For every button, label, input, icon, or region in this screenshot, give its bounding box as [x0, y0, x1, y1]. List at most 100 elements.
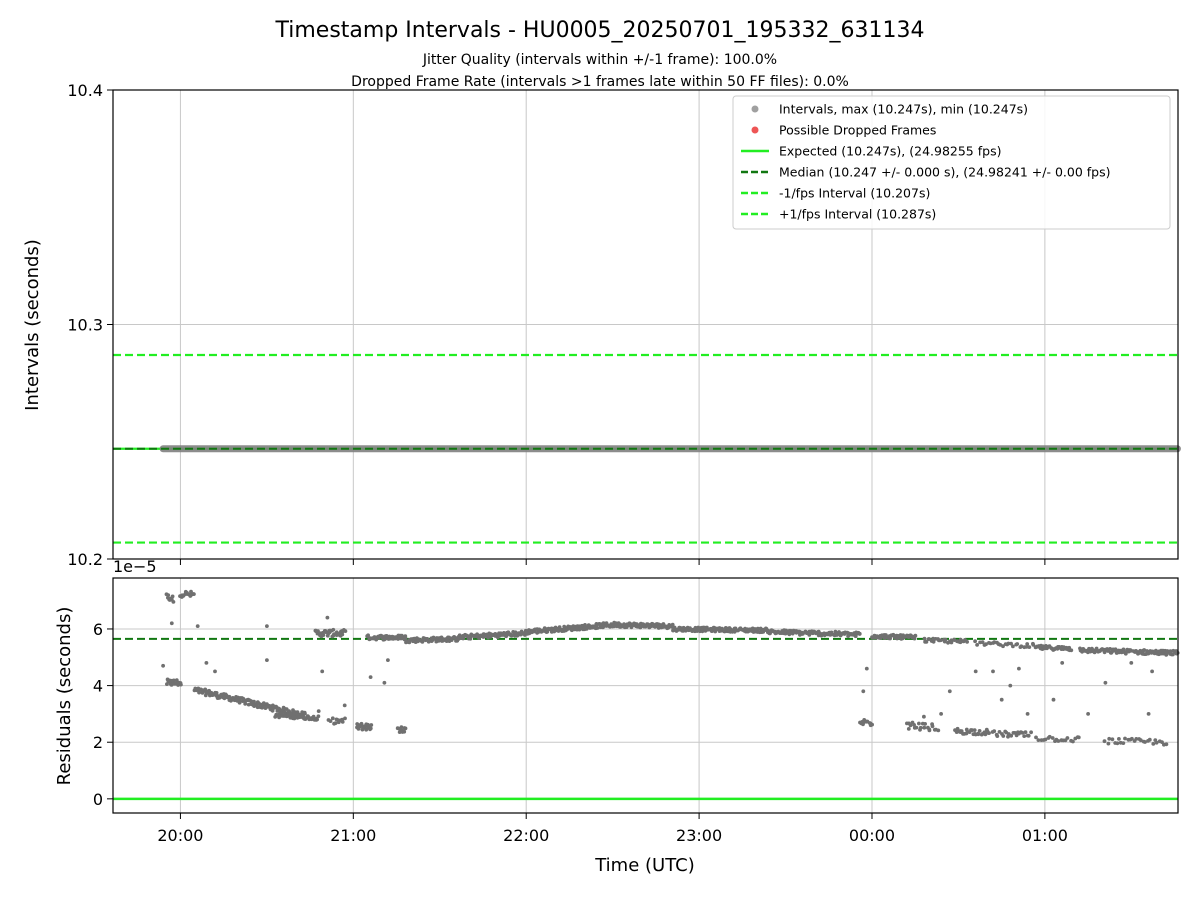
residual-point [922, 714, 926, 719]
residual-point [999, 697, 1004, 702]
legend-label: Possible Dropped Frames [779, 123, 936, 138]
residual-point [1027, 645, 1032, 649]
residual-point [1025, 642, 1030, 646]
bottom-y-tick-label: 6 [93, 620, 103, 639]
residual-point [1050, 736, 1055, 740]
residual-point [382, 680, 387, 685]
residual-point [214, 691, 219, 695]
residual-point [403, 726, 408, 731]
residual-point [333, 721, 338, 725]
residual-point [265, 658, 269, 662]
residual-point [1043, 737, 1048, 742]
residual-point [369, 723, 374, 727]
residual-point [987, 731, 991, 735]
legend: Intervals, max (10.247s), min (10.247s) P… [732, 95, 1171, 230]
residual-point [917, 721, 921, 726]
residual-point [1134, 737, 1139, 741]
residual-point [1031, 643, 1036, 647]
legend-label: +1/fps Interval (10.287s) [779, 207, 936, 222]
top-y-tick-label: 10.2 [67, 550, 103, 569]
residual-point [983, 732, 988, 737]
residual-point [399, 725, 404, 730]
residual-point [1103, 680, 1108, 685]
bottom-y-tick-label: 4 [93, 677, 103, 696]
residual-point [924, 640, 929, 644]
residual-point [922, 636, 927, 641]
residual-point [179, 682, 183, 687]
residual-point [977, 729, 982, 733]
residual-point [1060, 661, 1065, 665]
residual-point [927, 728, 932, 733]
residual-point [340, 720, 345, 724]
residual-point [1069, 648, 1074, 653]
chart-subtitle-dropped: Dropped Frame Rate (intervals >1 frames … [351, 74, 849, 90]
residual-point [939, 638, 943, 642]
residual-point [1121, 741, 1126, 745]
residual-point [1022, 734, 1027, 738]
residual-point [975, 643, 979, 647]
residual-point [1026, 733, 1031, 738]
chart-title: Timestamp Intervals - HU0005_20250701_19… [274, 18, 924, 43]
top-y-tick-label: 10.4 [67, 81, 103, 100]
residual-point [1029, 730, 1033, 735]
residual-point [1102, 739, 1107, 744]
x-tick-label: 20:00 [157, 826, 203, 845]
chart-subtitle-jitter: Jitter Quality (intervals within +/-1 fr… [422, 52, 777, 68]
residual-point [1154, 740, 1159, 745]
residual-point [1001, 644, 1005, 649]
residual-point [1123, 736, 1127, 741]
x-tick-label: 00:00 [849, 826, 895, 845]
residual-point [328, 719, 333, 723]
residual-point [1117, 737, 1121, 741]
residual-point [302, 710, 307, 715]
residual-point [557, 625, 562, 629]
residual-point [914, 725, 919, 730]
bottom-ticks: 20:00 21:00 22:00 23:00 00:00 01:00 0 2 4 6 [93, 620, 1068, 845]
residual-point [1036, 738, 1041, 742]
residual-point [693, 625, 698, 630]
residual-point [595, 626, 600, 630]
residual-point [368, 675, 373, 679]
residual-point [330, 716, 335, 721]
residual-point [1143, 740, 1147, 744]
x-tick-label: 01:00 [1022, 826, 1068, 845]
top-y-tick-label: 10.3 [67, 316, 103, 335]
residual-point [973, 639, 977, 644]
residual-point [189, 589, 193, 594]
residual-point [923, 722, 927, 726]
residual-point [374, 637, 379, 642]
residual-point [1130, 736, 1134, 741]
residual-point [947, 689, 952, 694]
residual-point [1009, 641, 1013, 646]
bottom-ylabel: Residuals (seconds) [54, 607, 75, 786]
residual-point [316, 709, 321, 713]
residual-point [1151, 742, 1156, 746]
residual-point [277, 706, 281, 711]
top-ticks: 10.2 10.3 10.4 [67, 81, 1046, 569]
residual-point [584, 627, 589, 631]
residual-point [864, 666, 869, 671]
residual-point [1086, 712, 1090, 716]
residual-point [939, 712, 943, 716]
residual-point [1051, 697, 1056, 702]
legend-box [732, 95, 1171, 230]
residual-point [965, 640, 969, 644]
residual-point [200, 691, 205, 695]
residual-point [316, 714, 321, 719]
residual-point [429, 639, 434, 643]
residual-point [1015, 642, 1020, 646]
top-ylabel: Intervals (seconds) [22, 239, 43, 411]
residual-point [197, 690, 202, 695]
top-panel: 10.2 10.3 10.4 Intervals (seconds) Interva… [22, 81, 1181, 569]
legend-label: Expected (10.247s), (24.98255 fps) [779, 144, 1001, 159]
legend-marker-dropped [751, 126, 759, 134]
residual-point [936, 728, 941, 733]
residual-point [943, 637, 948, 642]
residual-point [1171, 652, 1175, 657]
residual-point [169, 621, 174, 626]
residual-point [927, 637, 931, 641]
residual-point [930, 724, 935, 729]
residual-point [995, 734, 1000, 738]
residual-point [320, 669, 325, 674]
